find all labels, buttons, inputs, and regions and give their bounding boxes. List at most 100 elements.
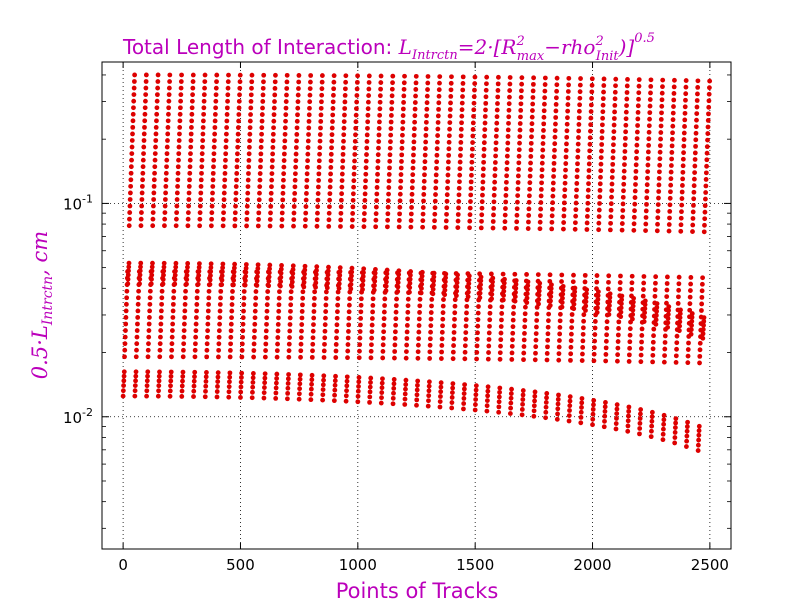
data-point [516,166,521,172]
data-point [268,203,274,209]
data-point [170,328,175,333]
data-point [324,285,330,291]
data-point [437,80,442,86]
data-point [167,72,173,78]
data-point [528,160,533,166]
data-point [496,399,502,405]
data-point [592,325,598,331]
data-point [703,170,709,176]
data-point [399,152,405,158]
data-point [393,316,399,322]
data-point [361,224,367,230]
data-point [323,289,329,295]
data-point [154,118,159,124]
data-point [474,356,479,362]
data-point [592,319,598,324]
data-point [641,319,647,324]
data-point [487,323,492,329]
data-point [606,279,611,285]
data-point [706,104,712,110]
data-point [691,189,697,195]
data-point [462,343,468,349]
data-point [579,358,585,363]
data-point [618,314,624,320]
data-point [262,385,267,390]
data-point [138,216,144,222]
data-point [331,398,337,404]
data-point [652,293,658,299]
data-point [363,158,369,164]
data-point [126,260,132,266]
data-point [164,151,170,157]
data-point [166,92,172,98]
data-point [567,408,572,413]
data-point [591,402,596,408]
data-point [339,178,345,183]
data-point [271,112,277,118]
data-point [624,90,630,95]
data-point [595,293,601,298]
data-point [190,85,196,91]
data-point [657,169,662,175]
data-point [587,155,592,160]
data-point [692,150,698,156]
data-point [423,139,429,145]
data-point [353,119,359,125]
data-point [486,337,492,342]
data-point [552,134,558,140]
data-point [596,227,602,233]
data-point [707,78,713,84]
data-point [423,126,429,132]
data-point [529,134,534,140]
data-point [412,106,418,112]
data-point [304,171,310,177]
data-point [580,325,586,331]
data-point [574,187,579,193]
data-point [376,126,382,131]
data-point [399,159,404,164]
data-point [702,216,708,222]
data-point [448,100,453,106]
data-point [152,164,158,170]
data-point [692,163,698,169]
data-point [300,302,305,308]
data-point [304,164,310,170]
data-point [367,394,373,400]
data-point [365,125,370,131]
data-point [408,224,414,230]
data-point [120,393,126,399]
data-point [494,107,500,113]
data-point [124,288,130,294]
data-point [128,164,134,170]
data-point [141,151,146,156]
data-point [544,391,550,396]
data-point [623,116,629,122]
data-point [133,354,139,360]
data-point [256,217,261,222]
data-point [454,288,460,294]
data-point [152,157,158,163]
data-point [260,85,266,91]
data-point [235,125,241,130]
data-point [485,384,491,390]
data-point [649,423,655,429]
data-point [311,315,317,321]
data-point [346,315,352,321]
chart-title: Total Length of Interaction: LIntrctn=2·… [122,31,655,64]
data-point [274,376,280,381]
data-point [685,360,691,366]
data-point [375,171,380,177]
data-point [621,168,627,174]
data-point [249,395,255,401]
data-point [186,203,192,209]
data-point [551,154,557,160]
data-point [452,316,457,322]
data-point [634,136,640,142]
data-point [624,96,630,102]
data-point [420,205,426,210]
data-point [550,200,556,206]
data-point [461,406,466,412]
data-point [321,355,327,360]
data-point [671,104,676,109]
data-point [671,97,677,103]
